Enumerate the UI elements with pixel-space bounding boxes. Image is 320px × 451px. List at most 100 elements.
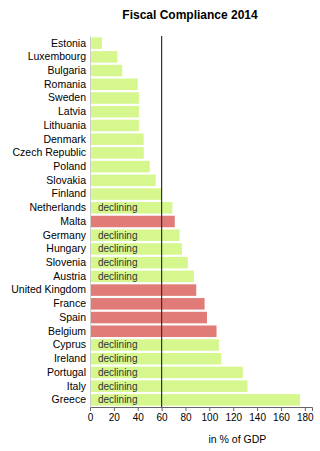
bar xyxy=(90,51,117,63)
tick: Cyprus xyxy=(53,338,90,350)
tick-label: Hungary xyxy=(46,242,86,254)
tick-label: Netherlands xyxy=(29,201,86,213)
bar xyxy=(90,120,139,132)
tick: Latvia xyxy=(58,105,90,117)
tick-label: 140 xyxy=(249,412,266,423)
tick-label: Bulgaria xyxy=(47,64,86,76)
bar xyxy=(90,312,207,324)
plot: declining declining declining declining decl… xyxy=(11,36,314,423)
tick: Hungary xyxy=(46,242,90,254)
tick-label: Finland xyxy=(52,187,87,199)
tick: Slovenia xyxy=(46,256,90,268)
tick-label: Italy xyxy=(67,380,87,392)
tick: Luxembourg xyxy=(28,50,90,62)
tick: 20 xyxy=(109,407,121,423)
tick: 120 xyxy=(225,407,242,423)
tick: Lithuania xyxy=(43,119,90,131)
bar xyxy=(90,257,188,269)
tick-mark xyxy=(233,407,234,411)
title: Fiscal Compliance 2014 xyxy=(122,8,258,22)
tick-label: 180 xyxy=(297,412,314,423)
annotation: declining xyxy=(98,230,137,241)
tick-label: 20 xyxy=(109,412,121,423)
tick-label: 120 xyxy=(225,412,242,423)
bar xyxy=(90,202,172,214)
tick-label: Poland xyxy=(53,160,86,172)
tick: Portugal xyxy=(47,366,90,378)
bar xyxy=(90,175,156,187)
bar xyxy=(90,229,180,241)
bar xyxy=(90,161,150,173)
annotation: declining xyxy=(98,381,137,392)
bar xyxy=(90,271,194,283)
annotation: declining xyxy=(98,394,137,405)
annotation: declining xyxy=(98,243,137,254)
tick: 0 xyxy=(88,407,94,423)
tick: 160 xyxy=(273,407,290,423)
tick-label: 80 xyxy=(180,412,192,423)
tick: Finland xyxy=(52,187,90,199)
tick: Austria xyxy=(53,270,90,282)
tick-label: France xyxy=(53,297,86,309)
bar xyxy=(90,298,205,310)
tick-label: Luxembourg xyxy=(28,50,87,62)
bar xyxy=(90,65,122,77)
tick-label: Estonia xyxy=(51,36,86,48)
bar xyxy=(90,367,243,379)
tick-label: Austria xyxy=(53,270,86,282)
annotation: declining xyxy=(98,367,137,378)
bar xyxy=(90,133,144,145)
tick-label: 100 xyxy=(202,412,219,423)
bars xyxy=(90,36,300,407)
tick-label: Sweden xyxy=(48,91,86,103)
bar xyxy=(90,380,248,392)
tick-label: 60 xyxy=(157,412,169,423)
annotation: declining xyxy=(98,271,137,282)
axis-line xyxy=(90,37,91,408)
tick: 60 xyxy=(157,407,169,423)
tick-label: Cyprus xyxy=(53,338,86,350)
tick-label: 0 xyxy=(88,412,94,423)
annotation: declining xyxy=(98,257,137,268)
tick: United Kingdom xyxy=(11,283,90,295)
bar xyxy=(90,326,217,338)
tick: Bulgaria xyxy=(47,64,90,76)
tick-label: Romania xyxy=(44,78,86,90)
tick: 40 xyxy=(133,407,145,423)
tick: 140 xyxy=(249,407,266,423)
tick: 80 xyxy=(180,407,192,423)
tick-label: Spain xyxy=(59,311,86,323)
tick-mark xyxy=(209,407,210,411)
bar xyxy=(90,79,138,91)
bar xyxy=(90,353,221,365)
tick-mark xyxy=(281,407,282,411)
tick: Denmark xyxy=(43,133,90,145)
tick: 100 xyxy=(202,407,219,423)
bar xyxy=(90,92,139,104)
tick: Estonia xyxy=(51,36,90,48)
tick: Malta xyxy=(60,215,90,227)
x-axis-title: in % of GDP xyxy=(209,433,267,445)
tick: Spain xyxy=(59,311,90,323)
tick-label: Portugal xyxy=(47,366,86,378)
y-axis: Estonia Luxembourg Bulgaria RomaniaSweden La… xyxy=(11,36,90,407)
reference-line xyxy=(161,36,162,407)
tick-label: Ireland xyxy=(54,352,86,364)
tick-label: Lithuania xyxy=(43,119,86,131)
bar xyxy=(90,284,196,296)
chart: Fiscal Compliance 2014decliningdeclining… xyxy=(0,0,320,451)
bar xyxy=(90,106,139,118)
bar xyxy=(90,37,102,49)
tick-label: Latvia xyxy=(58,105,86,117)
bar xyxy=(90,339,219,351)
tick: Slovakia xyxy=(46,174,90,186)
bar xyxy=(90,188,162,200)
tick: Ireland xyxy=(54,352,90,364)
tick-label: Germany xyxy=(43,229,87,241)
x-axis: 0 20 40 60 80 100 120 140 160 180 xyxy=(88,407,314,423)
bar xyxy=(90,243,182,255)
bar xyxy=(90,147,144,159)
tick-mark xyxy=(162,407,163,411)
tick: Belgium xyxy=(48,325,90,337)
annotation: declining xyxy=(98,339,137,350)
